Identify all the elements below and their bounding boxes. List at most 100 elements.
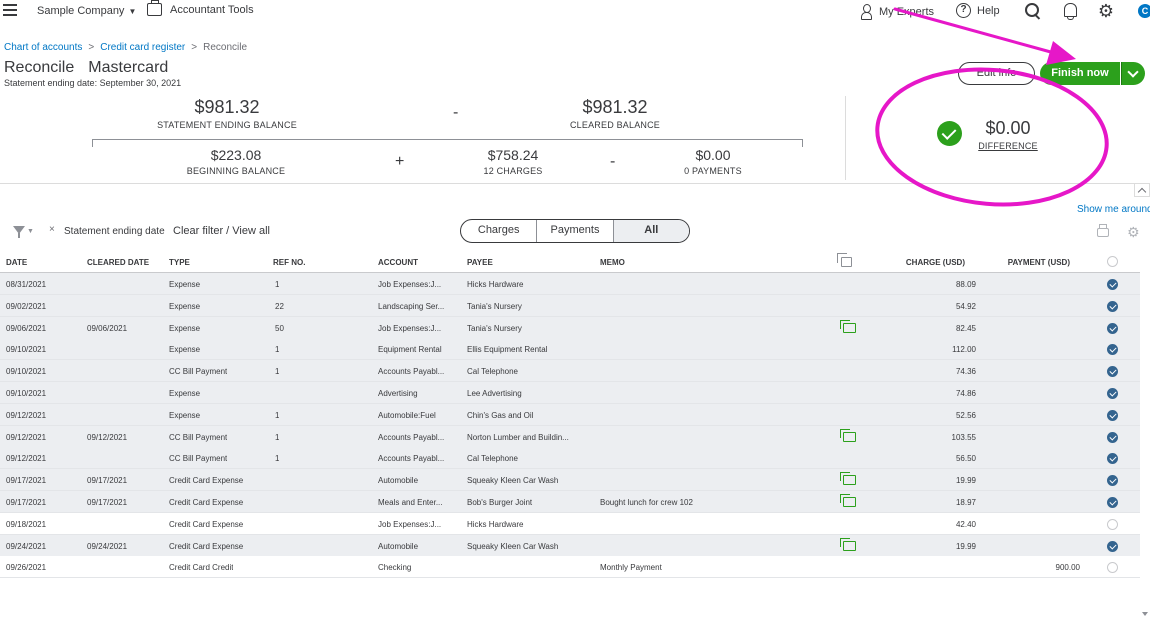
attachment-icon[interactable]	[840, 537, 856, 551]
row-checkbox[interactable]	[1107, 431, 1118, 443]
table-row[interactable]: 09/06/2021 09/06/2021 Expense 50 Job Expense…	[0, 316, 1140, 339]
cleared-balance-value: $981.32	[582, 97, 648, 117]
tab-all[interactable]: All	[613, 220, 689, 242]
help-label: Help	[977, 4, 1000, 17]
attachment-icon[interactable]	[840, 319, 856, 333]
collapse-summary-button[interactable]	[1134, 183, 1150, 197]
section-divider	[0, 183, 1134, 184]
table-row[interactable]: 09/18/2021 Credit Card Expense Job Expense…	[0, 512, 1140, 535]
accountant-tools-button[interactable]: Accountant Tools	[147, 0, 254, 16]
table-header: DATE CLEARED DATE TYPE REF NO. ACCOUNT P…	[0, 251, 1140, 273]
select-all-checkbox[interactable]	[1107, 256, 1118, 267]
finish-now-button[interactable]: Finish now	[1040, 62, 1120, 85]
remove-filter-icon[interactable]: ×	[49, 224, 55, 235]
table-row[interactable]: 09/02/2021 Expense 22 Landscaping Ser... Tan…	[0, 294, 1140, 317]
row-checkbox[interactable]	[1107, 300, 1118, 312]
table-row[interactable]: 09/10/2021 Expense 1 Equipment Rental Ellis …	[0, 338, 1140, 361]
table-row[interactable]: 09/12/2021 CC Bill Payment 1 Accounts Payab…	[0, 447, 1140, 470]
row-checkbox[interactable]	[1107, 409, 1118, 421]
show-me-around-link[interactable]: Show me around	[1077, 204, 1150, 215]
row-checkbox[interactable]	[1107, 388, 1118, 399]
row-checkbox[interactable]	[1107, 366, 1118, 378]
row-checkbox[interactable]	[1107, 497, 1118, 508]
row-checkbox[interactable]	[1107, 322, 1118, 334]
row-checkbox[interactable]	[1107, 279, 1118, 290]
cell-ref-no: 22	[275, 301, 284, 311]
cell-payee: Chin's Gas and Oil	[467, 410, 534, 420]
cell-account: Automobile	[378, 541, 419, 551]
table-row[interactable]: 09/26/2021 Credit Card Credit Checking Mont…	[0, 556, 1140, 579]
column-charge[interactable]: CHARGE (USD)	[905, 258, 965, 267]
table-row[interactable]: 09/24/2021 09/24/2021 Credit Card Expense A…	[0, 534, 1140, 557]
chevron-down-icon: ▼	[128, 7, 137, 16]
table-row[interactable]: 09/10/2021 Expense Advertising Lee Advertis…	[0, 382, 1140, 404]
row-checkbox[interactable]	[1107, 475, 1118, 487]
print-icon[interactable]	[1097, 224, 1109, 237]
avatar[interactable]: C	[1138, 4, 1150, 18]
cell-account: Accounts Payabl...	[378, 454, 445, 464]
scrollbar[interactable]	[1140, 251, 1150, 620]
difference-value: $0.00	[985, 118, 1031, 138]
filter-icon[interactable]	[13, 226, 25, 238]
breadcrumb-credit-card-register[interactable]: Credit card register	[100, 42, 186, 53]
table-row[interactable]: 09/12/2021 09/12/2021 CC Bill Payment 1 Acco…	[0, 425, 1140, 448]
cell-charge: 56.50	[955, 454, 976, 464]
my-experts-button[interactable]: My Experts	[860, 4, 935, 20]
company-switcher[interactable]: Sample Company ▼	[37, 5, 136, 17]
cell-charge: 74.36	[955, 367, 976, 377]
my-experts-label: My Experts	[879, 5, 935, 18]
search-icon[interactable]	[1024, 2, 1042, 20]
column-ref-no[interactable]: REF NO.	[273, 258, 306, 267]
attachment-icon[interactable]	[840, 472, 856, 486]
table-row[interactable]: 08/31/2021 Expense 1 Job Expenses:J... Hicks…	[0, 273, 1140, 295]
breadcrumb-chart-of-accounts[interactable]: Chart of accounts	[4, 42, 83, 53]
gear-icon[interactable]: ⚙	[1097, 1, 1115, 21]
minus-operator: -	[453, 104, 459, 121]
attachment-icon[interactable]	[840, 494, 856, 507]
cell-date: 09/12/2021	[6, 454, 47, 464]
table-row[interactable]: 09/12/2021 Expense 1 Automobile:Fuel Chin's …	[0, 403, 1140, 426]
tab-charges[interactable]: Charges	[461, 220, 538, 242]
tab-payments[interactable]: Payments	[537, 220, 614, 242]
cell-ref-no: 1	[275, 280, 280, 289]
column-date[interactable]: DATE	[6, 258, 28, 267]
column-type[interactable]: TYPE	[169, 258, 190, 267]
cell-cleared-date: 09/24/2021	[87, 541, 128, 551]
column-memo[interactable]: MEMO	[600, 258, 625, 267]
cell-charge: 54.92	[955, 301, 976, 311]
help-button[interactable]: ? Help	[956, 3, 1000, 18]
clear-filter-link[interactable]: Clear filter / View all	[173, 225, 270, 237]
column-cleared-date[interactable]: CLEARED DATE	[87, 258, 150, 267]
summary-divider	[845, 96, 846, 180]
table-row[interactable]: 09/10/2021 CC Bill Payment 1 Accounts Payab…	[0, 360, 1140, 383]
table-row[interactable]: 09/17/2021 09/17/2021 Credit Card Expense M…	[0, 491, 1140, 513]
cell-charge: 19.99	[955, 541, 976, 551]
cell-type: Expense	[169, 345, 201, 355]
edit-info-button[interactable]: Edit info	[958, 62, 1035, 85]
person-icon	[860, 4, 872, 20]
bell-icon[interactable]	[1061, 2, 1079, 20]
table-row[interactable]: 09/17/2021 09/17/2021 Credit Card Expense A…	[0, 469, 1140, 492]
finish-options-dropdown[interactable]	[1121, 62, 1145, 85]
column-payment[interactable]: PAYMENT (USD)	[1007, 258, 1070, 267]
attachment-icon[interactable]	[840, 428, 856, 442]
scroll-down-arrow-icon[interactable]	[1142, 612, 1148, 616]
cell-charge: 112.00	[952, 345, 976, 355]
cell-type: Credit Card Expense	[169, 519, 244, 529]
row-checkbox[interactable]	[1107, 540, 1118, 552]
chevron-down-icon[interactable]: ▼	[27, 228, 34, 235]
row-checkbox[interactable]	[1107, 562, 1118, 574]
column-account[interactable]: ACCOUNT	[378, 258, 418, 267]
row-checkbox[interactable]	[1107, 344, 1118, 356]
column-payee[interactable]: PAYEE	[467, 258, 493, 267]
row-checkbox[interactable]	[1107, 453, 1118, 465]
help-icon: ?	[956, 3, 971, 18]
cell-cleared-date: 09/06/2021	[87, 323, 128, 333]
cell-date: 09/17/2021	[6, 498, 47, 507]
cell-type: CC Bill Payment	[169, 454, 228, 464]
table-settings-gear-icon[interactable]: ⚙	[1127, 224, 1140, 240]
cell-account: Job Expenses:J...	[378, 280, 442, 289]
row-checkbox[interactable]	[1107, 518, 1118, 530]
cell-payee: Cal Telephone	[467, 367, 519, 377]
hamburger-menu-icon[interactable]	[3, 4, 17, 16]
